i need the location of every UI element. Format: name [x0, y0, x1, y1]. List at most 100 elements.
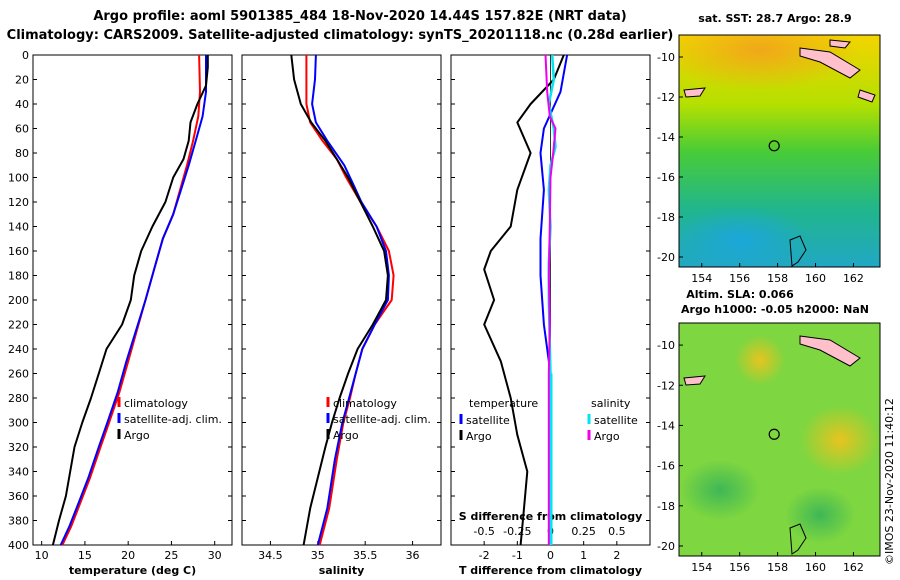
x-tick-label: 10 — [35, 549, 49, 562]
y-tick-label: 240 — [8, 343, 29, 356]
y-tick-label: 160 — [8, 245, 29, 258]
sst-cool-area — [679, 205, 810, 267]
x-tick-label: 20 — [121, 549, 135, 562]
y-tick-label: 280 — [8, 392, 29, 405]
legend-group-salinity: salinity — [591, 397, 631, 410]
top-tick-label: 0.25 — [571, 525, 596, 538]
y-tick-label: 300 — [8, 417, 29, 430]
legend-label: climatology — [124, 397, 188, 410]
map-lat-label: -14 — [657, 419, 675, 432]
top-tick-label: 0.5 — [608, 525, 626, 538]
sla-reef-contour — [789, 523, 807, 555]
y-tick-label: 220 — [8, 319, 29, 332]
x-tick-label: 30 — [208, 549, 222, 562]
map-lon-label: 156 — [729, 272, 750, 285]
sla-low-area — [785, 487, 855, 543]
x-tick-label: 15 — [78, 549, 92, 562]
legend-label: Argo — [333, 429, 359, 442]
sst-argo-marker — [768, 140, 780, 152]
sla-argo-marker — [768, 428, 780, 440]
map-lat-label: -14 — [657, 131, 675, 144]
map-lat-label: -12 — [657, 379, 675, 392]
sla-high-area-2 — [735, 335, 785, 385]
salinity-profile-chart: 34.5 35 35.5 36 salinity climatology satellite… — [241, 54, 442, 577]
legend-label: climatology — [333, 397, 397, 410]
series-line-satellite-adj-clim- — [311, 54, 390, 546]
header-line-1: Argo profile: aoml 5901385_484 18-Nov-20… — [93, 9, 626, 24]
sst-warm-area — [679, 35, 860, 90]
x-tick-label: 2 — [613, 549, 620, 562]
sla-map-frame — [678, 322, 881, 557]
legend-label: Argo — [594, 430, 620, 443]
y-tick-label: 320 — [8, 441, 29, 454]
x-axis-label: salinity — [319, 564, 365, 577]
y-tick-label: 40 — [15, 98, 29, 111]
legend-label: Argo — [466, 430, 492, 443]
map-lat-label: -18 — [657, 500, 675, 513]
map-lon-label: 154 — [691, 561, 712, 574]
sst-map-frame — [678, 34, 881, 268]
y-tick-label: 380 — [8, 515, 29, 528]
y-tick-label: 360 — [8, 490, 29, 503]
x-tick-label: 25 — [164, 549, 178, 562]
map-lat-label: -20 — [657, 251, 675, 264]
map-lon-label: 162 — [843, 272, 864, 285]
series-line-t-argo — [483, 54, 565, 546]
x-tick-label: -1 — [512, 549, 523, 562]
y-tick-label: 80 — [15, 147, 29, 160]
sst-map-title: sat. SST: 28.7 Argo: 28.9 — [698, 12, 851, 25]
legend-label: satellite-adj. clim. — [333, 413, 431, 426]
y-tick-label: 100 — [8, 172, 29, 185]
map-lat-label: -10 — [657, 51, 675, 64]
y-tick-label: 180 — [8, 270, 29, 283]
series-line-t-satellite — [539, 54, 569, 545]
plot-frame — [32, 54, 233, 546]
legend-label: satellite — [466, 414, 510, 427]
x-tick-label: 35 — [311, 549, 325, 562]
credit-text: ©IMOS 23-Nov-2020 11:40:12 — [883, 398, 896, 565]
legend-label: Argo — [124, 429, 150, 442]
map-lat-label: -10 — [657, 339, 675, 352]
sla-map-title: Altim. SLA: 0.066 — [686, 288, 794, 301]
map-lat-label: -12 — [657, 91, 675, 104]
x-tick-label: 1 — [580, 549, 587, 562]
map-lat-label: -20 — [657, 540, 675, 553]
x-axis-label: T difference from climatology — [459, 564, 642, 577]
top-tick-label: -0.25 — [503, 525, 531, 538]
y-tick-label: 340 — [8, 466, 29, 479]
sst-reef-contour — [789, 235, 807, 267]
y-tick-label: 140 — [8, 221, 29, 234]
series-line-satellite-adj-clim- — [59, 55, 207, 546]
map-lon-label: 160 — [805, 272, 826, 285]
legend-group-temperature: temperature — [469, 397, 538, 410]
temperature-profile-chart: 0 20 40 60 80 100 120 140 160 180 200 220 240 260 280 3… — [8, 49, 233, 577]
map-lon-label: 162 — [843, 561, 864, 574]
sla-map: Altim. SLA: 0.066 Argo h1000: -0.05 h200… — [657, 288, 881, 574]
header-line-2: Climatology: CARS2009. Satellite-adjuste… — [7, 28, 674, 43]
map-lon-label: 154 — [691, 272, 712, 285]
legend-label: satellite-adj. clim. — [124, 413, 222, 426]
sla-island-2 — [683, 375, 706, 386]
x-tick-label: 34.5 — [258, 549, 283, 562]
y-tick-label: 0 — [22, 49, 29, 62]
sst-island-4 — [683, 87, 706, 98]
map-lat-label: -16 — [657, 171, 675, 184]
y-tick-label: 20 — [15, 74, 29, 87]
map-lon-label: 158 — [767, 272, 788, 285]
map-lat-label: -18 — [657, 211, 675, 224]
series-line-s-argo — [544, 54, 557, 545]
plot-frame — [241, 54, 442, 546]
sla-island-1 — [799, 335, 861, 367]
difference-profile-chart: -2 -1 0 1 2 T difference from climatology -0.5… — [450, 54, 651, 577]
map-lon-label: 160 — [805, 561, 826, 574]
y-tick-label: 260 — [8, 368, 29, 381]
y-tick-label: 400 — [8, 539, 29, 552]
map-lon-label: 158 — [767, 561, 788, 574]
sla-map-subtitle: Argo h1000: -0.05 h2000: NaN — [681, 303, 869, 316]
x-tick-label: 35.5 — [353, 549, 378, 562]
x-axis-label: temperature (deg C) — [69, 564, 196, 577]
sla-high-area — [800, 405, 880, 475]
y-tick-label: 200 — [8, 294, 29, 307]
x-tick-label: 0 — [547, 549, 554, 562]
